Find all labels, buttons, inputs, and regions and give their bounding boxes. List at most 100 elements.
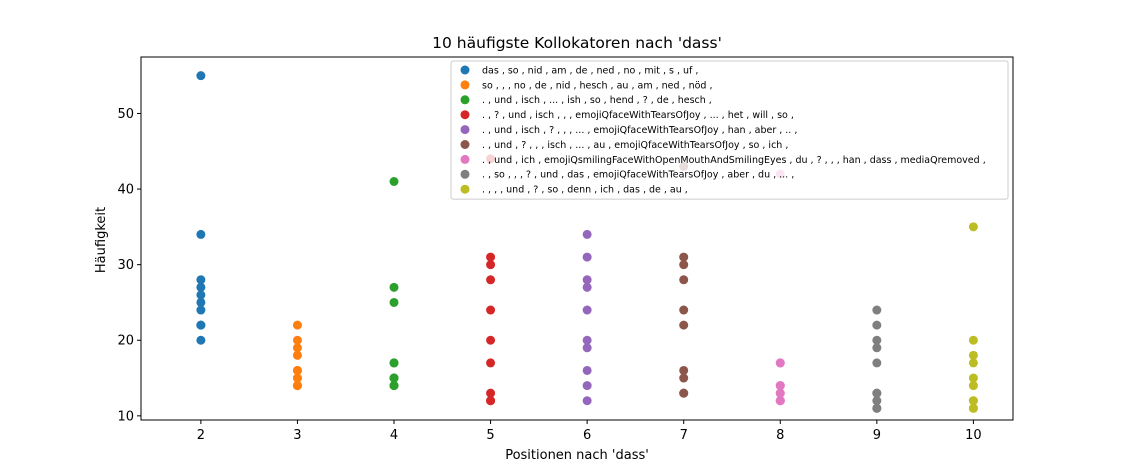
data-point [872,388,882,398]
data-point [582,305,592,315]
x-axis: 2 3 4 5 6 7 8 9 10 [197,420,982,443]
data-point [582,343,592,353]
data-point [292,381,302,391]
legend-entry: das , so , nid , am , de , ned , no , mi… [482,65,698,76]
y-tick-label: 40 [117,183,134,198]
data-point [486,305,496,315]
data-point [196,305,206,315]
y-axis: 10 20 30 40 50 [117,107,141,424]
data-point [582,381,592,391]
legend-entry: . , so , , , ? , und , das , emojiQfaceW… [482,170,794,181]
legend-entry: . , , , und , ? , so , denn , ich , das … [482,185,688,196]
data-point [679,275,689,285]
data-point [872,320,882,330]
data-point [679,320,689,330]
data-point [292,373,302,383]
data-point [968,358,978,368]
data-point [486,252,496,262]
data-point [582,335,592,345]
x-tick-label: 2 [197,428,205,443]
data-point [582,275,592,285]
data-point [679,365,689,375]
data-point [679,373,689,383]
data-point [389,358,399,368]
x-axis-label: Positionen nach 'dass' [505,448,649,463]
data-point [582,229,592,239]
data-point [196,229,206,239]
data-point [872,343,882,353]
data-point [775,358,785,368]
legend-entry: . , und , ich , emojiQsmilingFaceWithOpe… [482,155,986,166]
data-point [389,297,399,307]
data-point [486,260,496,270]
data-point [872,396,882,406]
data-point [968,396,978,406]
data-point [775,396,785,406]
data-point [196,297,206,307]
legend: das , so , nid , am , de , ned , no , mi… [450,60,1009,200]
legend-marker [460,110,470,120]
data-point [582,396,592,406]
legend-entry: so , , , no , de , nid , hesch , au , am… [482,80,713,91]
data-point [389,177,399,187]
x-tick-label: 7 [680,428,688,443]
y-tick-label: 20 [117,334,134,349]
legend-marker [460,80,470,90]
data-point [679,388,689,398]
y-axis-label: Häufigkeit [94,207,109,273]
legend-marker [460,169,470,179]
data-point [389,373,399,383]
plot-area [140,56,1014,421]
data-point [389,282,399,292]
legend-entry: . , und , ? , , , isch , ... , au , emoj… [482,140,788,151]
data-point [196,71,206,81]
data-point [582,365,592,375]
data-point [968,373,978,383]
data-point [292,335,302,345]
x-tick-label: 9 [873,428,881,443]
chart-title: 10 häufigste Kollokatoren nach 'dass' [432,34,722,52]
data-points [196,71,978,413]
x-tick-label: 4 [390,428,398,443]
data-point [968,350,978,360]
data-point [872,335,882,345]
data-point [872,358,882,368]
y-tick-label: 10 [117,409,134,424]
data-point [486,388,496,398]
x-tick-label: 3 [293,428,301,443]
data-point [196,335,206,345]
legend-marker [460,184,470,194]
data-point [292,365,302,375]
legend-marker [460,140,470,149]
data-point [196,275,206,285]
data-point [196,290,206,300]
data-point [292,350,302,360]
data-point [679,252,689,262]
legend-marker [460,95,470,105]
data-point [582,282,592,292]
data-point [389,381,399,391]
x-tick-label: 8 [776,428,784,443]
legend-marker [460,125,470,135]
legend-box [450,60,1009,200]
data-point [968,222,978,232]
data-point [292,343,302,353]
data-point [968,381,978,391]
data-point [292,320,302,330]
data-point [679,260,689,270]
x-tick-label: 10 [965,428,982,443]
y-tick-label: 50 [117,107,134,122]
legend-marker [460,65,470,75]
legend-entry: . , ? , und , isch , , , emojiQfaceWithT… [482,110,794,121]
data-point [486,275,496,285]
legend-entry: . , und , isch , ? , , , ... , emojiQfac… [482,125,797,136]
data-point [486,358,496,368]
data-point [968,335,978,345]
data-point [196,282,206,292]
data-point [968,403,978,413]
data-point [486,396,496,406]
data-point [679,305,689,315]
data-point [775,381,785,391]
data-point [872,305,882,315]
